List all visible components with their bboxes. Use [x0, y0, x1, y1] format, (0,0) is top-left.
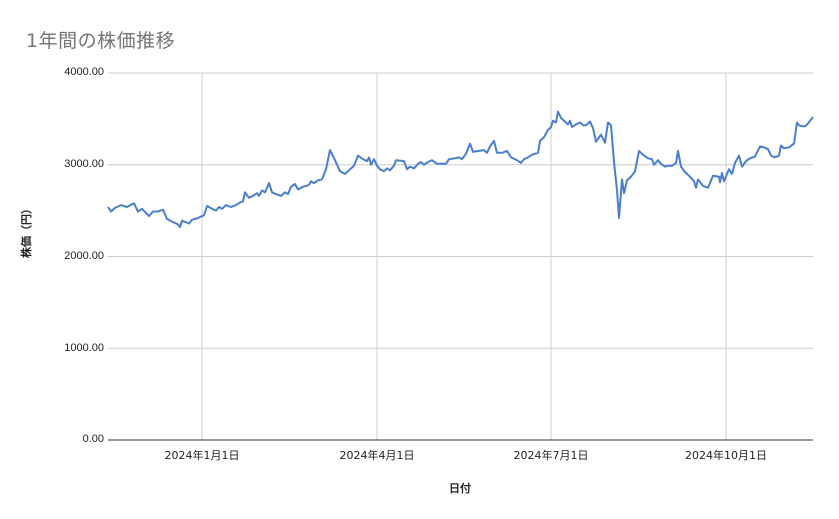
x-tick-apr: 2024年4月1日 — [339, 449, 415, 462]
y-tick-2000: 2000.00 — [64, 250, 104, 262]
gridlines — [108, 72, 813, 440]
x-tick-jul: 2024年7月1日 — [513, 449, 589, 462]
y-tick-1000: 1000.00 — [64, 342, 104, 354]
y-tick-4000: 4000.00 — [64, 66, 104, 78]
x-tick-oct: 2024年10月1日 — [685, 449, 767, 462]
y-tick-0: 0.00 — [82, 433, 104, 445]
y-tick-3000: 3000.00 — [64, 158, 104, 170]
x-axis-label: 日付 — [449, 482, 471, 495]
price-line — [107, 110, 814, 229]
x-tick-jan: 2024年1月1日 — [164, 449, 240, 462]
chart-title: 1年間の株価推移 — [26, 30, 176, 52]
